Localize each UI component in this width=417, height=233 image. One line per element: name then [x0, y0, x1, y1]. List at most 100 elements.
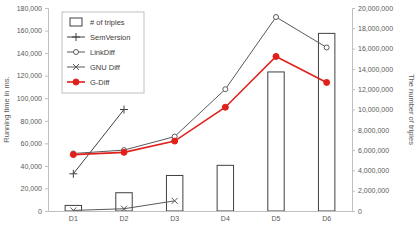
tick-label: D1: [69, 215, 78, 222]
marker: [121, 206, 127, 211]
tick-mark: [352, 69, 355, 70]
tick-mark: [45, 8, 48, 9]
tick: 100,000: [17, 95, 48, 102]
tick-mark: [45, 166, 48, 167]
tick: 140,000: [17, 50, 48, 57]
tick-mark: [45, 76, 48, 77]
tick-label: D3: [170, 215, 179, 222]
tick-label: 6,000,000: [358, 147, 389, 154]
tick-label: 160,000: [17, 27, 42, 34]
tick-mark: [45, 98, 48, 99]
line: [73, 110, 124, 174]
tick: D1: [69, 211, 78, 222]
tick: 60,000: [21, 140, 48, 147]
tick-label: 180,000: [17, 5, 42, 12]
tick-label: 12,000,000: [358, 86, 393, 93]
marker: [172, 198, 178, 204]
marker: [121, 149, 127, 155]
tick: 2,000,000: [352, 187, 389, 194]
tick-label: D5: [272, 215, 281, 222]
marker: [70, 207, 76, 211]
tick-label: 140,000: [17, 50, 42, 57]
marker: [273, 53, 279, 59]
tick: 10,000,000: [352, 106, 393, 113]
tick-label: 16,000,000: [358, 45, 393, 52]
tick: 20,000: [21, 185, 48, 192]
marker: [223, 87, 228, 92]
tick: 20,000,000: [352, 5, 393, 12]
tick-mark: [45, 121, 48, 122]
tick-label: D6: [322, 215, 331, 222]
tick: D6: [322, 211, 331, 222]
tick-mark: [352, 110, 355, 111]
tick: 160,000: [17, 27, 48, 34]
tick: 120,000: [17, 72, 48, 79]
legend-marker: [73, 64, 79, 70]
tick: 4,000,000: [352, 167, 389, 174]
tick-mark: [45, 211, 48, 212]
legend-box: [62, 12, 144, 93]
tick-label: 14,000,000: [358, 66, 393, 73]
tick: 80,000: [21, 118, 48, 125]
tick-mark: [45, 53, 48, 54]
legend-label: GNU Diff: [90, 63, 121, 72]
y2-axis-title: The number of triples: [407, 74, 416, 145]
tick: 0: [38, 208, 48, 215]
legend-symbol: [70, 18, 82, 26]
marker: [274, 15, 279, 20]
tick-label: 18,000,000: [358, 25, 393, 32]
tick-label: 60,000: [21, 140, 43, 147]
tick-mark: [352, 89, 355, 90]
tick: 8,000,000: [352, 127, 389, 134]
tick-label: 0: [358, 208, 362, 215]
marker: [324, 45, 329, 50]
bar: [166, 175, 182, 211]
marker: [69, 170, 77, 178]
tick-label: 40,000: [21, 163, 43, 170]
tick-mark: [45, 31, 48, 32]
axis-line: [45, 9, 49, 212]
x-axis: D1 D2 D3 D4 D5 D6: [49, 211, 353, 222]
tick: 18,000,000: [352, 25, 393, 32]
tick: 14,000,000: [352, 66, 393, 73]
y2-axis: 0 2,000,000 4,000,000 6,000,000 8,000,000 10,…: [352, 5, 393, 215]
tick-mark: [352, 28, 355, 29]
tick-label: 120,000: [17, 72, 42, 79]
tick: 0: [352, 208, 362, 215]
tick-label: D2: [120, 215, 129, 222]
legend-label: # of triples: [90, 18, 125, 27]
tick: 40,000: [21, 163, 48, 170]
legend: # of triplesSemVersionLinkDiffGNU DiffG-…: [62, 12, 144, 93]
marker: [324, 79, 330, 85]
chart: 0 20,000 40,000 60,000 80,000 100,000 120,000 1…: [0, 0, 417, 233]
tick-mark: [352, 8, 355, 9]
tick-mark: [352, 191, 355, 192]
tick-label: 4,000,000: [358, 167, 389, 174]
tick-label: 10,000,000: [358, 106, 393, 113]
legend-label: G-Diff: [90, 78, 110, 87]
bar: [318, 33, 334, 211]
tick-label: 80,000: [21, 118, 43, 125]
bar: [217, 165, 233, 211]
tick: 16,000,000: [352, 45, 393, 52]
marker: [120, 106, 128, 114]
bar: [268, 72, 284, 211]
tick-label: 0: [38, 208, 42, 215]
legend-marker: [72, 33, 80, 41]
legend-label: LinkDiff: [90, 48, 116, 57]
marker: [70, 152, 76, 158]
tick-mark: [352, 170, 355, 171]
tick-label: 20,000,000: [358, 5, 393, 12]
marker: [172, 138, 178, 144]
tick-mark: [45, 188, 48, 189]
tick-mark: [352, 130, 355, 131]
axis-line: [353, 9, 356, 212]
legend-marker: [74, 50, 79, 55]
tick: 12,000,000: [352, 86, 393, 93]
tick-label: 100,000: [17, 95, 42, 102]
tick-mark: [45, 143, 48, 144]
tick: D4: [221, 211, 230, 222]
tick-label: D4: [221, 215, 230, 222]
tick-label: 8,000,000: [358, 127, 389, 134]
tick-mark: [352, 150, 355, 151]
